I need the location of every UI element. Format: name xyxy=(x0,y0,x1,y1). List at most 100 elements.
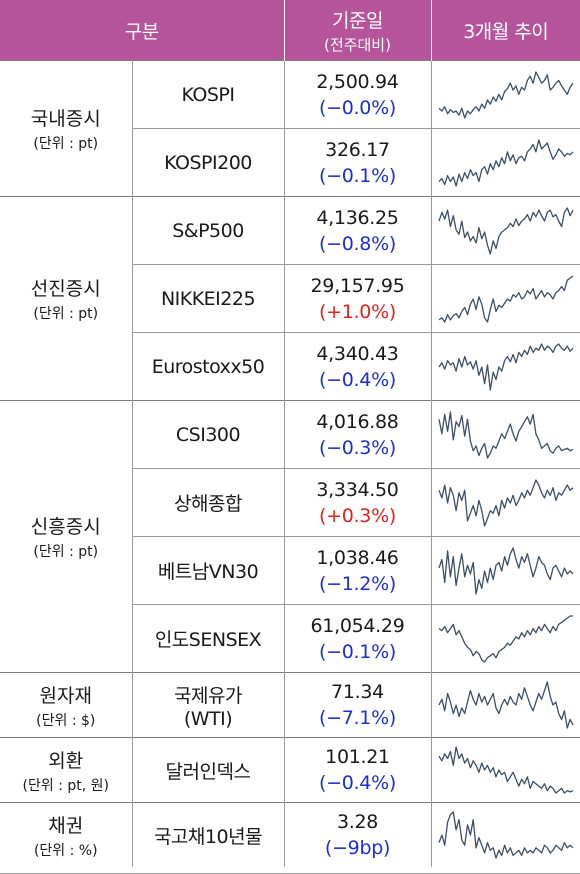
trend-sparkline xyxy=(438,746,573,794)
index-name-text: 인도SENSEX xyxy=(154,629,262,651)
weekly-change: (−0.1%) xyxy=(319,640,396,663)
index-name: 국제유가 (WTI) xyxy=(132,672,285,738)
trend-cell xyxy=(431,536,580,605)
index-value-cell: 4,016.88 (−0.3%) xyxy=(284,400,432,469)
index-name-text: 상해종합 xyxy=(174,493,242,515)
trend-cell xyxy=(431,60,580,129)
table-row: 인도SENSEX 61,054.29 (−0.1%) xyxy=(0,604,580,673)
index-value-cell: 61,054.29 (−0.1%) xyxy=(284,604,432,673)
index-name: 달러인덱스 xyxy=(132,737,285,803)
table-row: NIKKEI225 29,157.95 (+1.0%) xyxy=(0,264,580,333)
index-name: 인도SENSEX xyxy=(132,604,285,673)
weekly-change: (−0.3%) xyxy=(319,436,396,459)
trend-line xyxy=(438,614,573,663)
header-row: 구분 기준일 (전주대비) 3개월 추이 xyxy=(0,0,580,61)
trend-line xyxy=(438,138,574,187)
index-value: 3.28 xyxy=(336,811,379,833)
trend-cell xyxy=(431,332,580,401)
weekly-change: (+0.3%) xyxy=(319,504,396,527)
trend-line xyxy=(438,546,574,595)
trend-sparkline xyxy=(438,342,574,391)
trend-line xyxy=(438,342,574,391)
index-name-text: KOSPI200 xyxy=(164,151,252,174)
category-bond: 채권 (단위 : %) xyxy=(0,802,133,867)
trend-sparkline xyxy=(438,614,573,663)
index-value-cell: 2,500.94 (−0.0%) xyxy=(284,60,432,129)
table-row: Eurostoxx50 4,340.43 (−0.4%) xyxy=(0,332,580,401)
index-name-text: (WTI) xyxy=(183,707,233,730)
index-value: 3,334.50 xyxy=(316,478,399,501)
index-name-text: KOSPI xyxy=(181,83,236,106)
index-name-text: 국고채10년물 xyxy=(153,825,263,848)
index-value: 4,340.43 xyxy=(316,342,399,365)
index-value-cell: 1,038.46 (−1.2%) xyxy=(284,536,432,605)
index-value-cell: 4,340.43 (−0.4%) xyxy=(284,332,432,401)
weekly-change: (−0.1%) xyxy=(319,164,396,187)
weekly-change: (−0.8%) xyxy=(319,232,396,255)
header-base-date: 기준일 (전주대비) xyxy=(283,0,431,61)
trend-sparkline xyxy=(438,138,574,187)
index-name: CSI300 xyxy=(132,400,285,469)
trend-sparkline xyxy=(438,546,574,595)
index-name: Eurostoxx50 xyxy=(132,332,285,401)
index-value: 1,038.46 xyxy=(316,546,399,569)
index-value: 2,500.94 xyxy=(316,70,399,93)
trend-sparkline xyxy=(438,274,574,323)
index-name: KOSPI200 xyxy=(132,128,285,197)
table-body: 국내증시 (단위 : pt) KOSPI 2,500.94 (−0.0%) KOS… xyxy=(0,60,580,867)
index-name: NIKKEI225 xyxy=(132,264,285,333)
header-category: 구분 xyxy=(0,0,284,61)
table-row: 선진증시 (단위 : pt) S&P500 4,136.25 (−0.8%) xyxy=(0,196,580,401)
index-name-text: NIKKEI225 xyxy=(160,287,256,310)
index-name: KOSPI xyxy=(132,60,285,129)
weekly-change: (−9bp) xyxy=(324,837,391,859)
index-value: 29,157.95 xyxy=(310,274,405,297)
weekly-change: (−0.4%) xyxy=(319,772,396,794)
trend-line xyxy=(438,70,574,119)
table-row: 신흥증시 (단위 : pt) CSI300 4,016.88 (−0.3%) xyxy=(0,400,580,673)
trend-cell xyxy=(431,128,580,197)
index-name-text: S&P500 xyxy=(172,219,244,242)
index-name-text: Eurostoxx50 xyxy=(151,355,265,378)
index-name-text: 달러인덱스 xyxy=(165,760,251,783)
index-value-cell: 326.17 (−0.1%) xyxy=(284,128,432,197)
category-advanced: 선진증시 (단위 : pt) xyxy=(0,196,133,401)
trend-cell xyxy=(431,672,580,738)
trend-sparkline xyxy=(438,681,574,729)
trend-line xyxy=(438,478,574,527)
category-domestic: 국내증시 (단위 : pt) xyxy=(0,60,133,197)
trend-cell xyxy=(431,400,580,469)
category-commodity: 원자재 (단위 : $) xyxy=(0,672,133,738)
index-value: 101.21 xyxy=(325,746,390,768)
trend-sparkline xyxy=(438,410,573,459)
index-value-cell: 3.28 (−9bp) xyxy=(284,802,432,867)
table-row: 국내증시 (단위 : pt) KOSPI 2,500.94 (−0.0%) xyxy=(0,60,580,197)
index-value: 4,136.25 xyxy=(316,206,399,229)
table-row: 원자재 (단위 : $) 국제유가 (WTI) 71.34 (−7.1%) xyxy=(0,672,580,738)
index-value-cell: 29,157.95 (+1.0%) xyxy=(284,264,432,333)
index-value-cell: 71.34 (−7.1%) xyxy=(284,672,432,738)
category-fx: 외환 (단위 : pt, 원) xyxy=(0,737,133,803)
weekly-change: (−1.2%) xyxy=(319,572,396,595)
category-emerging: 신흥증시 (단위 : pt) xyxy=(0,400,133,673)
trend-cell xyxy=(431,264,580,333)
trend-cell xyxy=(431,802,580,867)
trend-line xyxy=(438,206,574,255)
index-value-cell: 3,334.50 (+0.3%) xyxy=(284,468,432,537)
trend-sparkline xyxy=(438,206,574,255)
weekly-change: (−0.0%) xyxy=(319,96,396,119)
trend-line xyxy=(438,811,574,859)
trend-line xyxy=(438,746,573,794)
index-value: 71.34 xyxy=(331,681,384,703)
table-row: KOSPI200 326.17 (−0.1%) xyxy=(0,128,580,197)
table-row: 상해종합 3,334.50 (+0.3%) xyxy=(0,468,580,537)
table-row: 외환 (단위 : pt, 원) 달러인덱스 101.21 (−0.4%) xyxy=(0,737,580,803)
trend-line xyxy=(438,681,574,729)
table-row: 채권 (단위 : %) 국고채10년물 3.28 (−9bp) xyxy=(0,802,580,867)
weekly-change: (−0.4%) xyxy=(319,368,396,391)
index-name: S&P500 xyxy=(132,196,285,265)
index-value: 326.17 xyxy=(325,138,390,161)
header-trend: 3개월 추이 xyxy=(430,0,580,61)
index-name: 국고채10년물 xyxy=(132,802,285,867)
